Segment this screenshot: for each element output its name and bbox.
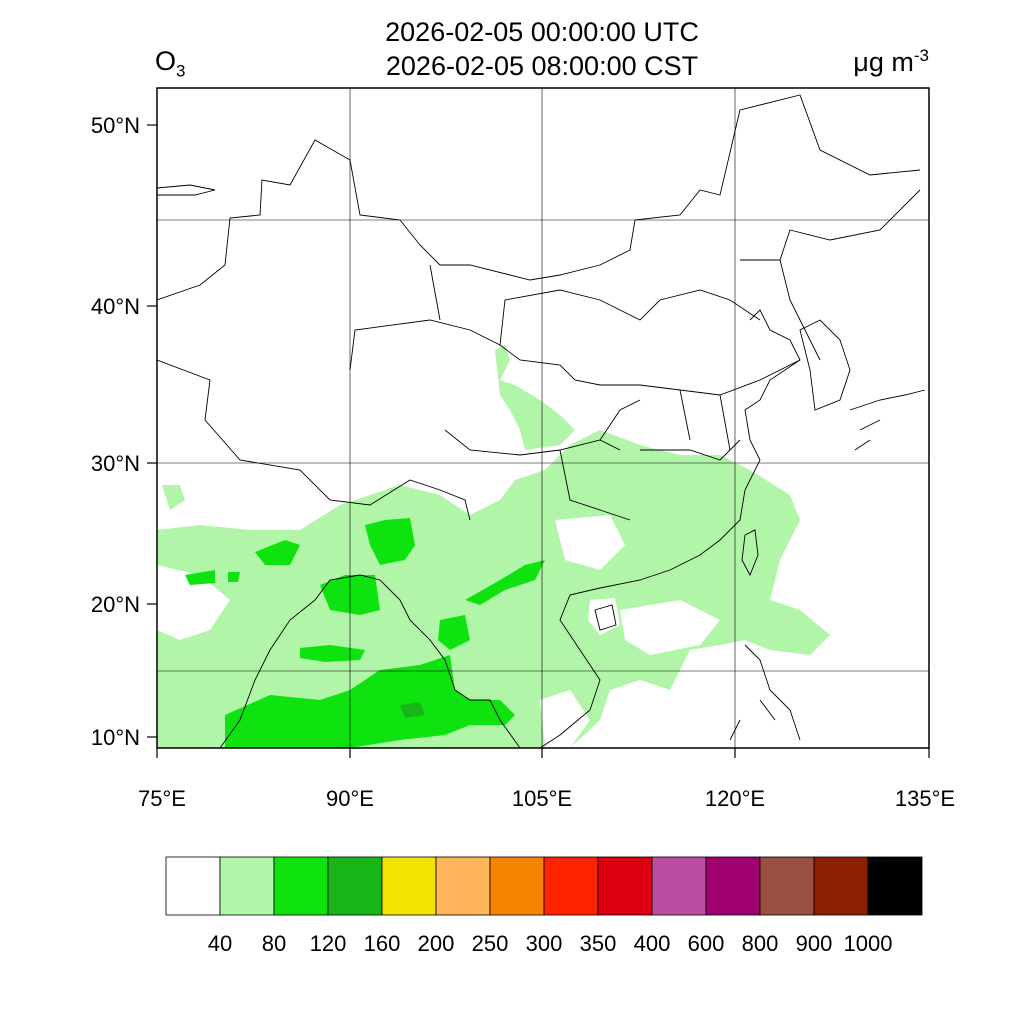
colorbar-swatch-11	[759, 856, 815, 916]
colorbar-label-5: 250	[472, 931, 509, 956]
units-exponent: -3	[913, 46, 929, 65]
lon-tick-labels: 75°E 90°E 105°E 120°E 135°E	[138, 786, 955, 811]
border-provinces-3	[444, 399, 641, 521]
colorbar-label-1: 80	[262, 931, 286, 956]
title-local-time: 2026-02-05 08:00:00 CST	[385, 51, 699, 81]
coastlines-borders	[157, 94, 926, 748]
colorbar-label-8: 400	[634, 931, 671, 956]
field-green-west-3	[228, 572, 240, 582]
border-northeast	[740, 189, 921, 361]
field-green-indochina	[465, 560, 545, 605]
colorbar-swatch-3	[327, 856, 383, 916]
lat-label-20: 20°N	[91, 592, 140, 617]
field-light-green-west	[162, 485, 185, 510]
map-frame	[156, 87, 930, 749]
field-green-india	[300, 645, 365, 662]
colorbar-swatch-4	[381, 856, 437, 916]
colorbar-label-10: 800	[742, 931, 779, 956]
lon-label-105: 105°E	[512, 786, 572, 811]
colorbar-label-6: 300	[526, 931, 563, 956]
colorbar	[165, 856, 923, 916]
colorbar-swatch-8	[597, 856, 653, 916]
field-dark-green-bay	[400, 702, 425, 718]
colorbar-swatch-10	[705, 856, 761, 916]
colorbar-label-4: 200	[418, 931, 455, 956]
lat-label-30: 30°N	[91, 451, 140, 476]
colorbar-label-7: 350	[580, 931, 617, 956]
field-light-green-north	[495, 345, 575, 450]
colorbar-label-3: 160	[364, 931, 401, 956]
coast-myanmar	[219, 574, 456, 748]
coast-taiwan	[741, 529, 759, 577]
field-green-west-1	[255, 540, 300, 565]
colorbar-swatch-9	[651, 856, 707, 916]
colorbar-swatch-12	[813, 856, 869, 916]
lon-label-75: 75°E	[138, 786, 186, 811]
field-light-green-corridor	[600, 430, 660, 480]
coast-indochina	[454, 594, 601, 748]
variable-name: O	[155, 46, 177, 76]
field-green-tibet	[365, 518, 415, 565]
coast-kazakh-lake	[157, 184, 216, 196]
colorbar-label-9: 600	[688, 931, 725, 956]
field-gap-south	[540, 690, 590, 748]
lat-label-50: 50°N	[91, 113, 140, 138]
units-base: μg m	[853, 47, 914, 77]
lat-label-10: 10°N	[91, 725, 140, 750]
colorbar-labels: 40 80 120 160 200 250 300 350 400 600 800 900 1000	[208, 931, 893, 956]
border-provinces-2	[429, 264, 761, 346]
lon-label-90: 90°E	[326, 786, 374, 811]
graticule	[157, 88, 929, 748]
lat-label-40: 40°N	[91, 294, 140, 319]
colorbar-label-0: 40	[208, 931, 232, 956]
coast-hainan	[594, 604, 617, 631]
border-provinces-4	[640, 389, 741, 461]
colorbar-label-12: 1000	[844, 931, 893, 956]
lon-label-135: 135°E	[895, 786, 955, 811]
colorbar-label-11: 900	[796, 931, 833, 956]
colorbar-swatch-6	[489, 856, 545, 916]
field-green-myanmar	[438, 615, 470, 650]
concentration-fields	[157, 345, 830, 748]
coast-korea	[799, 319, 851, 411]
border-west-china	[157, 94, 921, 301]
colorbar-swatch-5	[435, 856, 491, 916]
lat-tick-labels: 50°N 40°N 30°N 20°N 10°N	[91, 113, 140, 750]
lon-label-120: 120°E	[705, 786, 765, 811]
coast-china-east	[569, 309, 801, 596]
colorbar-swatch-0	[165, 856, 221, 916]
field-gap-sea	[620, 600, 720, 655]
field-gap-west	[157, 565, 230, 640]
colorbar-swatch-7	[543, 856, 599, 916]
field-green-west-2	[185, 570, 215, 585]
colorbar-swatch-13	[867, 856, 923, 916]
border-tibet-south	[157, 359, 471, 521]
tick-marks	[147, 124, 930, 758]
colorbar-swatch-1	[219, 856, 275, 916]
variable-subscript: 3	[176, 61, 186, 81]
colorbar-label-2: 120	[310, 931, 347, 956]
field-green-bay-bengal	[225, 655, 515, 748]
colorbar-swatch-2	[273, 856, 329, 916]
title-utc-time: 2026-02-05 00:00:00 UTC	[385, 17, 699, 47]
border-provinces-1	[349, 319, 801, 396]
units-label: μg m-3	[853, 46, 929, 78]
field-gap-central	[555, 515, 625, 570]
coast-philippines	[729, 644, 801, 741]
variable-label: O3	[155, 46, 185, 81]
coast-japan	[849, 389, 926, 451]
